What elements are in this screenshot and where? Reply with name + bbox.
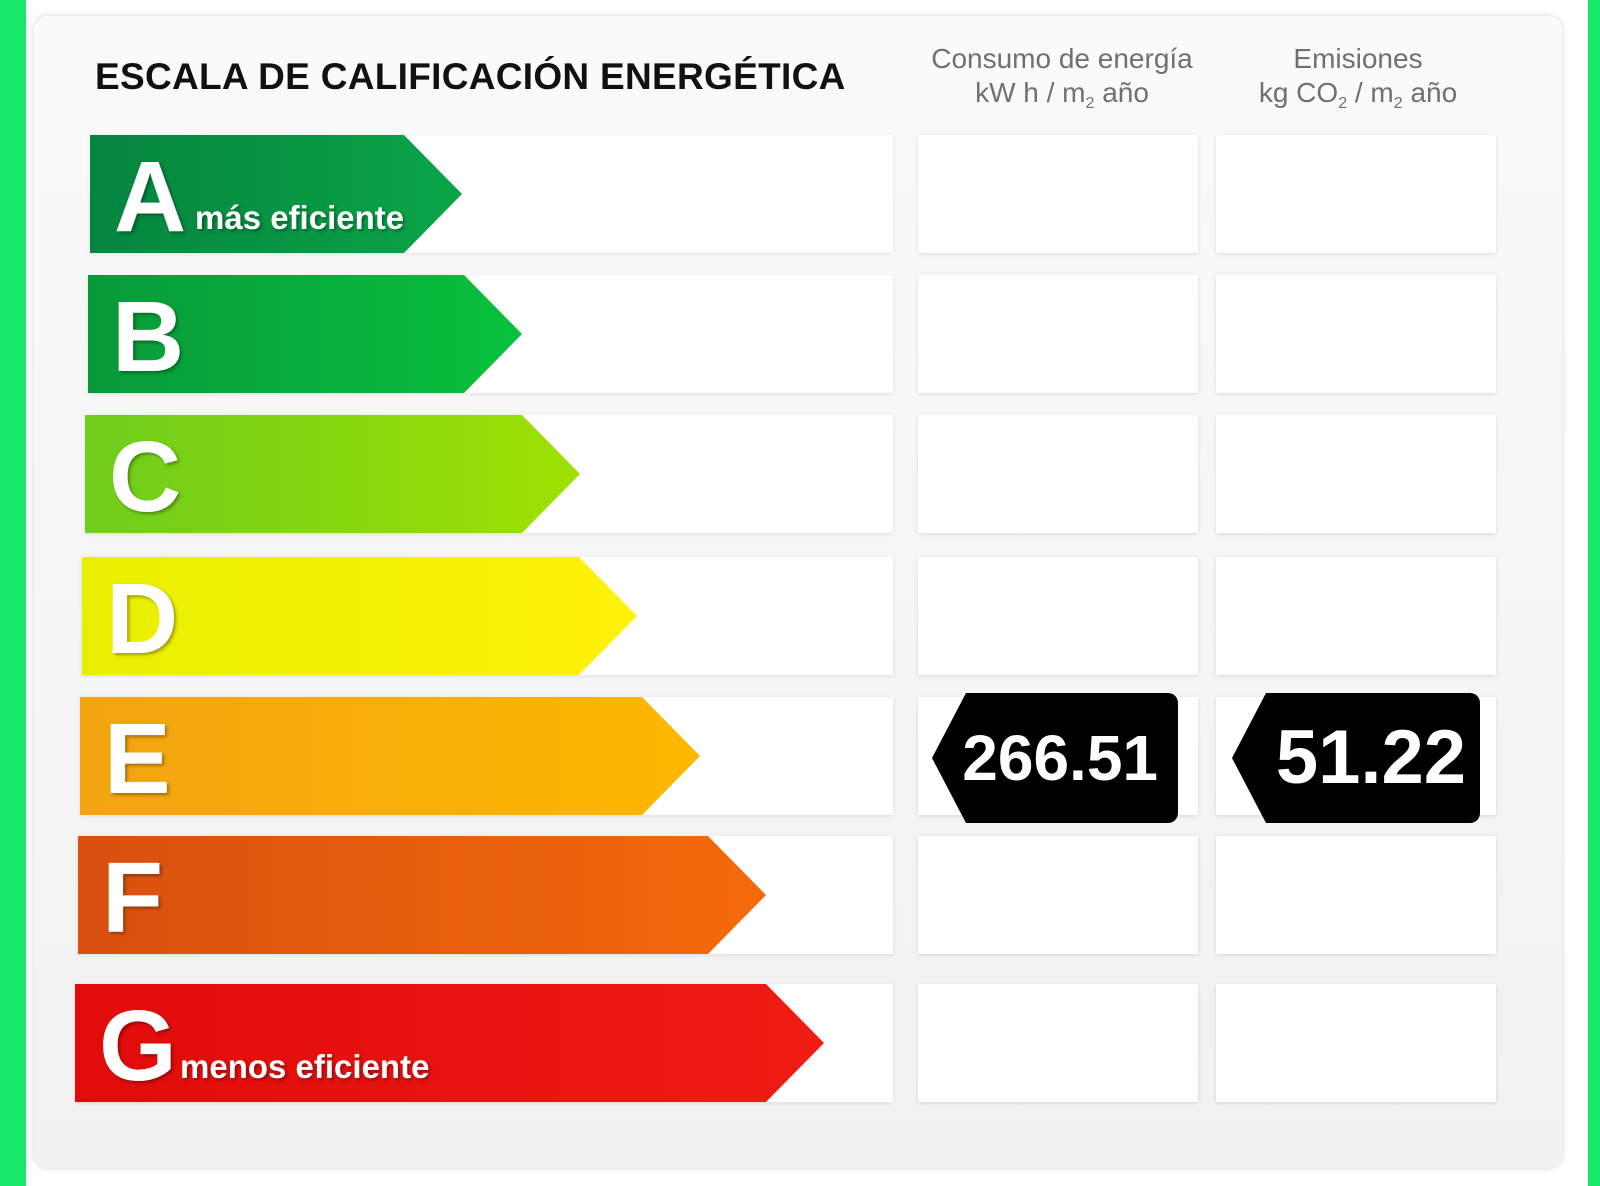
rating-letter-f: F: [102, 842, 164, 954]
rating-row-b: B: [0, 275, 1600, 393]
consumo-cell-g: [918, 984, 1198, 1102]
rating-sublabel-a: más eficiente: [195, 199, 405, 236]
rating-arrow-g: [75, 984, 824, 1102]
emisiones-cell-c: [1216, 415, 1496, 533]
emisiones-value: 51.22: [1275, 715, 1466, 800]
left-edge-stripe: [0, 0, 26, 1186]
rating-letter-a: A: [114, 141, 187, 253]
consumo-cell-f: [918, 836, 1198, 954]
rating-arrow-f: [78, 836, 766, 954]
rating-arrow-d: [82, 557, 637, 675]
rating-row-c: C: [0, 415, 1600, 533]
emisiones-cell-g: [1216, 984, 1496, 1102]
emisiones-cell-f: [1216, 836, 1496, 954]
rating-arrow-e: [80, 697, 700, 815]
consumo-cell-c: [918, 415, 1198, 533]
rating-arrow-a: [90, 135, 462, 253]
rating-arrow-b: [88, 275, 522, 393]
rating-letter-b: B: [112, 281, 185, 393]
emisiones-cell-b: [1216, 275, 1496, 393]
page-title: ESCALA DE CALIFICACIÓN ENERGÉTICA: [95, 56, 846, 97]
rating-row-f: F: [0, 836, 1600, 954]
consumo-value-badge: 266.51: [932, 693, 1178, 823]
emisiones-header-unit: kg CO2 / m2 año: [1258, 77, 1458, 112]
consumo-header-unit: kW h / m2 año: [975, 77, 1149, 112]
emisiones-column-header: Emisiones kg CO2 / m2 año: [1208, 42, 1508, 112]
rating-letter-c: C: [109, 421, 182, 533]
consumo-cell-d: [918, 557, 1198, 675]
emisiones-header-line1: Emisiones: [1293, 43, 1423, 74]
consumo-header-line1: Consumo de energía: [931, 43, 1193, 74]
rating-letter-e: E: [104, 703, 171, 815]
rating-row-d: D: [0, 557, 1600, 675]
consumo-value: 266.51: [962, 722, 1158, 794]
consumo-cell-b: [918, 275, 1198, 393]
rating-letter-g: G: [99, 990, 177, 1102]
consumo-column-header: Consumo de energía kW h / m2 año: [912, 42, 1212, 112]
emisiones-value-badge: 51.22: [1232, 693, 1480, 823]
right-edge-stripe: [1588, 0, 1600, 1186]
emisiones-cell-a: [1216, 135, 1496, 253]
rating-arrow-c: [85, 415, 580, 533]
consumo-cell-a: [918, 135, 1198, 253]
rating-letter-d: D: [106, 563, 179, 675]
rating-sublabel-g: menos eficiente: [180, 1048, 430, 1085]
emisiones-cell-d: [1216, 557, 1496, 675]
